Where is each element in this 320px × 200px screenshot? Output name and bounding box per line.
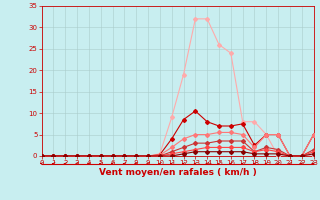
X-axis label: Vent moyen/en rafales ( km/h ): Vent moyen/en rafales ( km/h ) — [99, 168, 256, 177]
